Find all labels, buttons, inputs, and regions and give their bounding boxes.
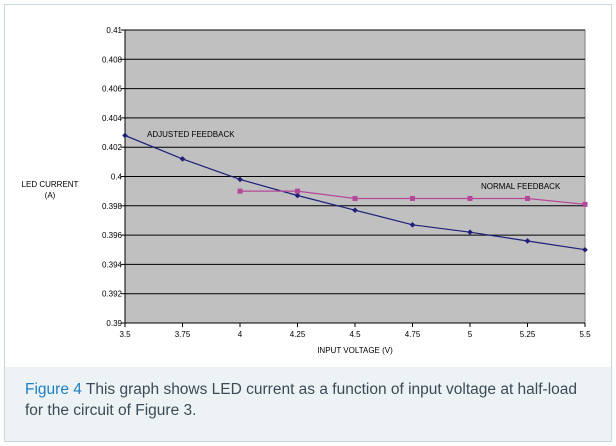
x-tick-label: 4.25 [290, 330, 306, 339]
y-tick-label: 0.4 [111, 173, 123, 182]
y-tick-label: 0.39 [106, 319, 122, 328]
y-tick-label: 0.404 [102, 114, 123, 123]
x-tick-label: 5.25 [520, 330, 536, 339]
data-point [410, 195, 415, 201]
data-point [122, 132, 128, 139]
figure-label: Figure 4 [25, 381, 82, 398]
data-point [237, 176, 243, 183]
data-point [409, 222, 416, 228]
y-axis-title: (A) [45, 191, 56, 200]
figure-caption: Figure 4 This graph shows LED current as… [25, 379, 595, 421]
y-tick-label: 0.394 [102, 260, 123, 269]
x-tick-label: 5.5 [579, 330, 591, 339]
x-axis-title: INPUT VOLTAGE (V) [317, 346, 393, 355]
data-point [295, 188, 300, 194]
chart-area: 0.39 0.392 0.394 0.396 0.398 0.4 0.402 0.404 0.4… [5, 5, 611, 367]
figure-frame: 0.39 0.392 0.394 0.396 0.398 0.4 0.402 0.404 0.4… [4, 4, 612, 442]
data-point [237, 188, 243, 194]
data-point [467, 195, 473, 201]
caption-text: This graph shows LED current as a functi… [25, 381, 578, 419]
data-point [352, 195, 358, 201]
data-point [582, 246, 588, 253]
y-axis-title: LED CURRENT [22, 180, 79, 189]
y-tick-label: 0.406 [102, 85, 123, 94]
y-tick-label: 0.398 [102, 202, 123, 211]
x-tick-label: 3.75 [175, 330, 191, 339]
x-tick-label: 4.75 [405, 330, 421, 339]
y-tick-label: 0.402 [102, 143, 123, 152]
y-tick-label: 0.396 [102, 231, 123, 240]
data-point [294, 192, 301, 199]
x-tick-label: 5 [468, 330, 473, 339]
y-tick-label: 0.392 [102, 290, 123, 299]
x-tick-label: 3.5 [119, 330, 131, 339]
data-point [582, 201, 588, 207]
data-point [179, 156, 186, 162]
data-point [467, 229, 473, 235]
series-label-normal: NORMAL FEEDBACK [481, 182, 561, 191]
y-tick-label: 0.41 [106, 26, 122, 35]
x-tick-label: 4 [238, 330, 243, 339]
y-tick-label: 0.408 [102, 55, 123, 64]
x-tick-label: 4.5 [349, 330, 361, 339]
data-point [352, 207, 358, 213]
data-point [524, 238, 531, 244]
data-point [525, 195, 530, 201]
line-chart: 0.39 0.392 0.394 0.396 0.398 0.4 0.402 0.404 0.4… [22, 26, 592, 355]
series-label-adjusted: ADJUSTED FEEDBACK [147, 130, 235, 139]
